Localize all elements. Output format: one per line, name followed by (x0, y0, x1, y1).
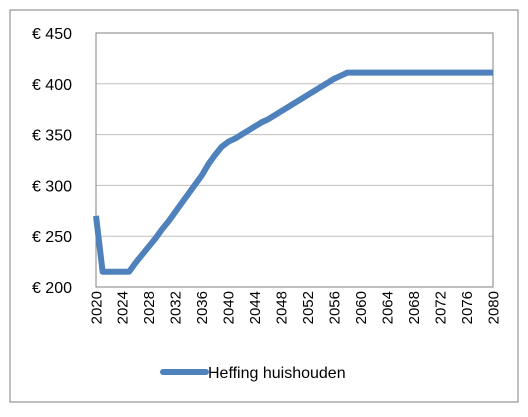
legend-label: Heffing huishouden (208, 365, 346, 382)
x-tick-label: 2076 (459, 291, 476, 324)
x-axis-tick-labels: 2020 2024 2028 2032 2036 2040 2044 2048 2052 2056… (88, 291, 502, 324)
y-tick-label: € 450 (32, 26, 72, 43)
x-tick-label: 2060 (353, 291, 370, 324)
series-line-heffing-huishouden (93, 69, 493, 275)
x-tick-label: 2020 (88, 291, 105, 324)
y-tick-label: € 250 (32, 229, 72, 246)
x-tick-label: 2048 (274, 291, 291, 324)
y-tick-label: € 350 (32, 128, 72, 145)
x-tick-label: 2064 (379, 291, 396, 324)
series-group (93, 69, 493, 275)
x-tick-label: 2056 (326, 291, 343, 324)
x-tick-label: 2052 (300, 291, 317, 324)
y-tick-label: € 300 (32, 178, 72, 195)
x-tick-label: 2024 (115, 291, 132, 324)
x-tick-label: 2032 (168, 291, 185, 324)
legend: Heffing huishouden (160, 365, 346, 382)
x-tick-label: 2028 (141, 291, 158, 324)
x-tick-label: 2072 (432, 291, 449, 324)
y-tick-label: € 200 (32, 280, 72, 297)
x-tick-label: 2080 (485, 291, 502, 324)
y-tick-label: € 400 (32, 77, 72, 94)
x-tick-label: 2036 (194, 291, 211, 324)
x-tick-label: 2068 (406, 291, 423, 324)
y-axis-tick-labels: € 200 € 250 € 300 € 350 € 400 € 450 (32, 26, 72, 297)
x-tick-label: 2044 (247, 291, 264, 324)
plot-area-border (95, 32, 494, 288)
chart-frame (9, 9, 519, 403)
x-tick-label: 2040 (221, 291, 238, 324)
